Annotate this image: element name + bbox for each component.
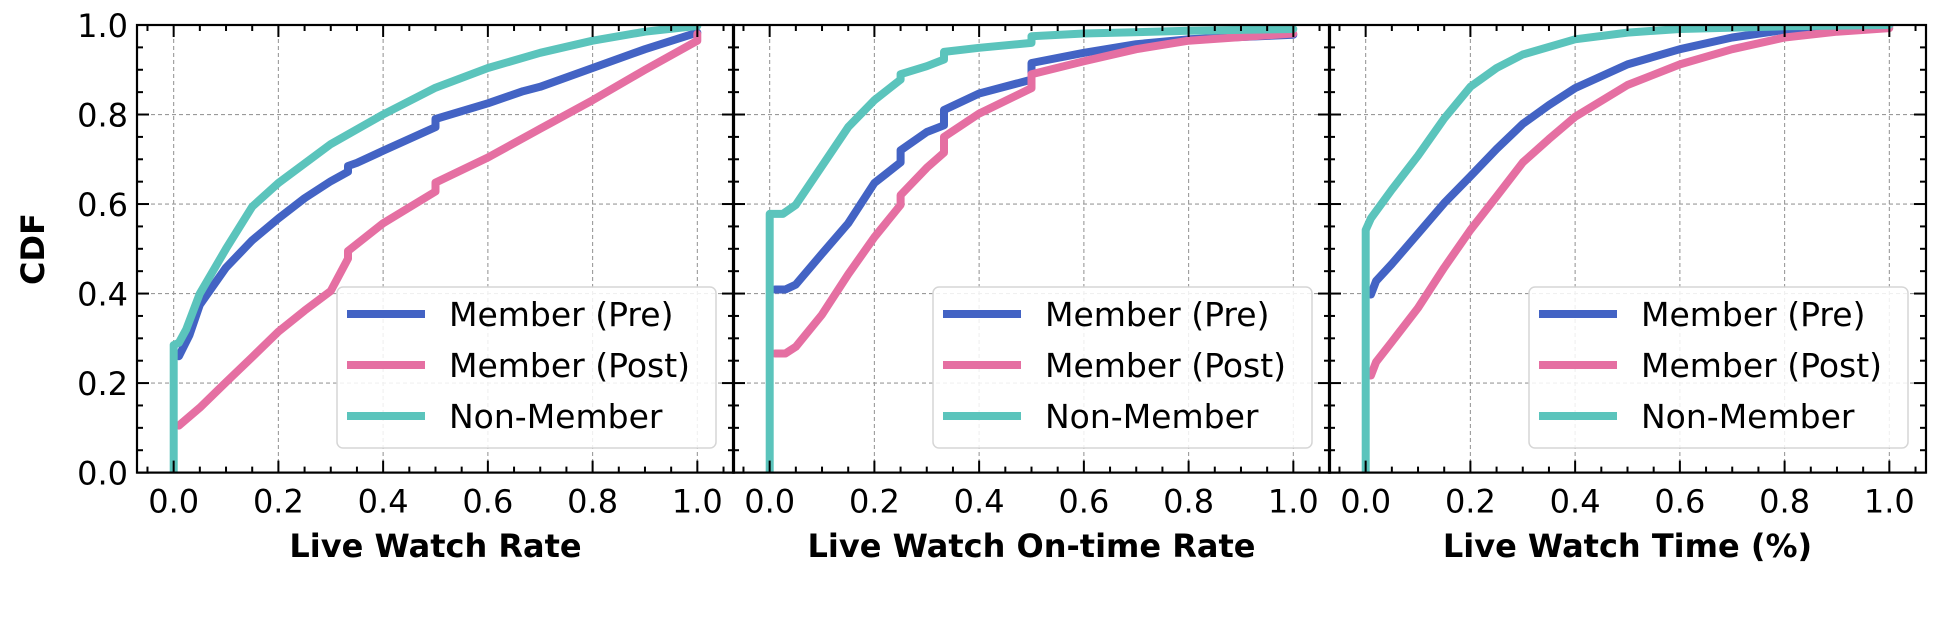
legend-box <box>932 286 1313 449</box>
y-tick-label: 0.8 <box>77 97 128 135</box>
x-axis-label: Live Watch Rate <box>289 527 581 565</box>
series-line-member-post <box>770 29 1298 358</box>
x-tick-label: 0.4 <box>1550 483 1601 521</box>
legend: Member (Pre) Member (Post) Non-Member <box>1528 286 1909 449</box>
x-tick-label: 0.8 <box>1163 483 1214 521</box>
y-tick-label: 0.0 <box>77 455 128 493</box>
legend: Member (Pre) Member (Post) Non-Member <box>336 286 717 449</box>
legend-box <box>336 286 717 449</box>
legend: Member (Pre) Member (Post) Non-Member <box>932 286 1313 449</box>
legend-box <box>1528 286 1909 449</box>
series-line-member-pre <box>770 30 1298 294</box>
curves <box>765 25 1298 473</box>
series-line-non-member <box>1361 25 1894 473</box>
y-tick-label: 0.2 <box>77 365 128 403</box>
x-axis-label: Live Watch Time (%) <box>1443 527 1812 565</box>
x-axis-label: Live Watch On-time Rate <box>808 527 1256 565</box>
x-tick-label: 0.2 <box>1445 483 1496 521</box>
legend-label: Non-Member <box>1045 397 1259 436</box>
series-line-member-pre <box>174 28 702 361</box>
x-tick-label: 0.0 <box>744 483 795 521</box>
ticks <box>1329 24 1926 474</box>
panel-left: 0.0 0.2 0.4 0.6 0.8 1.0 0.0 0.2 0.4 0.6 0.8 1.0 Live… <box>77 7 736 565</box>
series-line-non-member <box>169 25 702 473</box>
panels: 0.0 0.2 0.4 0.6 0.8 1.0 0.0 0.2 0.4 0.6 0.8 1.0 Live… <box>77 7 1928 565</box>
legend-label: Member (Post) <box>1045 346 1286 385</box>
y-tick-label: 1.0 <box>77 7 128 45</box>
legend-label: Member (Pre) <box>1045 295 1269 334</box>
x-tick-label: 0.6 <box>1058 483 1109 521</box>
legend-label: Member (Post) <box>1641 346 1882 385</box>
x-tick-label: 0.8 <box>567 483 618 521</box>
series-line-member-post <box>1366 25 1894 380</box>
series-line-non-member <box>765 25 1298 473</box>
y-axis-label: CDF <box>14 213 52 285</box>
x-tick-label: 0.2 <box>849 483 900 521</box>
x-tick-label: 0.6 <box>1654 483 1705 521</box>
legend-label: Non-Member <box>449 397 663 436</box>
legend-label: Member (Pre) <box>1641 295 1865 334</box>
panel-middle: 0.0 0.2 0.4 0.6 0.8 1.0 Live Watch On-time Rat… <box>731 23 1332 565</box>
x-tick-label: 0.8 <box>1759 483 1810 521</box>
x-tick-label: 0.4 <box>358 483 409 521</box>
curves <box>1361 25 1894 473</box>
x-tick-label: 1.0 <box>672 483 723 521</box>
series-line-member-pre <box>1366 25 1894 299</box>
x-tick-label: 1.0 <box>1268 483 1319 521</box>
legend-label: Member (Pre) <box>449 295 673 334</box>
legend-label: Member (Post) <box>449 346 690 385</box>
y-tick-label: 0.6 <box>77 186 128 224</box>
legend-label: Non-Member <box>1641 397 1855 436</box>
x-tick-label: 0.0 <box>1340 483 1391 521</box>
x-tick-label: 1.0 <box>1864 483 1915 521</box>
y-tick-label: 0.4 <box>77 276 128 314</box>
curves <box>169 25 702 473</box>
x-tick-label: 0.0 <box>148 483 199 521</box>
x-tick-label: 0.6 <box>462 483 513 521</box>
x-tick-label: 0.4 <box>954 483 1005 521</box>
x-tick-label: 0.2 <box>253 483 304 521</box>
series-line-member-post <box>174 30 702 430</box>
panel-right: 0.0 0.2 0.4 0.6 0.8 1.0 Live Watch Time (%) Mem… <box>1327 23 1928 565</box>
